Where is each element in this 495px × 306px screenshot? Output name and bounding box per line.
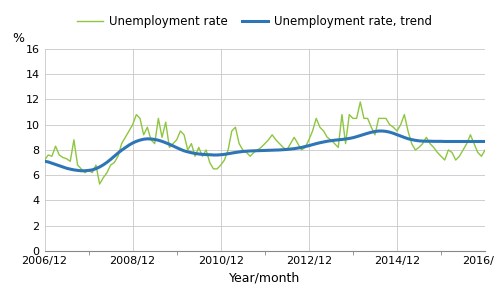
- Legend: Unemployment rate, Unemployment rate, trend: Unemployment rate, Unemployment rate, tr…: [72, 10, 437, 33]
- Unemployment rate, trend: [482, 140, 488, 143]
- Unemployment rate: [148, 138, 154, 142]
- Unemployment rate, trend: [460, 140, 466, 143]
- Line: Unemployment rate, trend: Unemployment rate, trend: [45, 131, 485, 171]
- Unemployment rate, trend: [321, 140, 327, 144]
- Unemployment rate: [233, 125, 239, 129]
- Unemployment rate, trend: [78, 169, 84, 173]
- Unemployment rate: [97, 182, 102, 186]
- Unemployment rate: [321, 129, 327, 133]
- Unemployment rate: [357, 100, 363, 104]
- Unemployment rate: [343, 142, 348, 145]
- Unemployment rate: [460, 148, 466, 152]
- Unemployment rate: [86, 168, 92, 172]
- X-axis label: Year/month: Year/month: [229, 271, 300, 284]
- Line: Unemployment rate: Unemployment rate: [45, 102, 485, 184]
- Unemployment rate, trend: [148, 137, 154, 141]
- Unemployment rate, trend: [343, 137, 348, 141]
- Unemployment rate, trend: [42, 159, 48, 163]
- Unemployment rate: [42, 158, 48, 162]
- Unemployment rate, trend: [233, 151, 239, 154]
- Unemployment rate, trend: [376, 129, 382, 133]
- Y-axis label: %: %: [12, 32, 24, 45]
- Unemployment rate: [482, 148, 488, 152]
- Unemployment rate, trend: [89, 168, 95, 172]
